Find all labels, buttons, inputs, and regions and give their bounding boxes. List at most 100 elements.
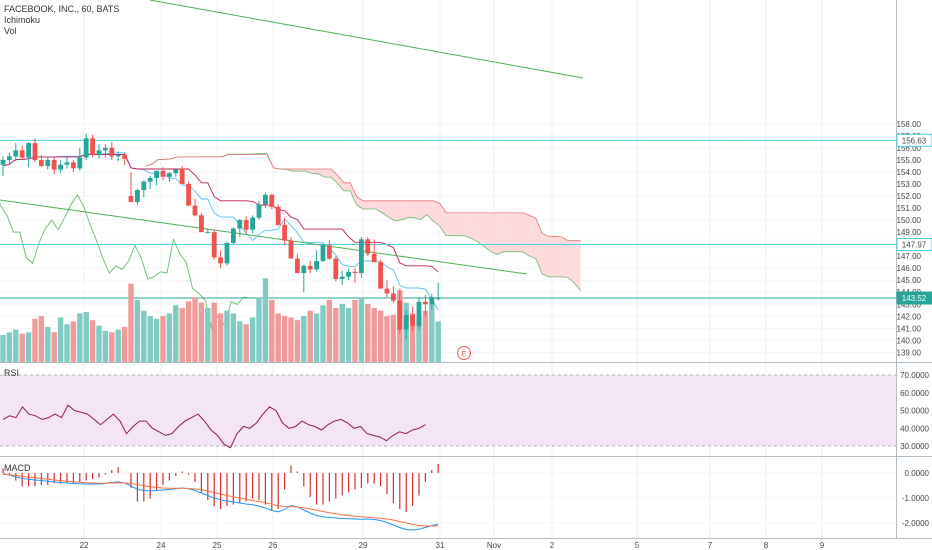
candle[interactable]: [288, 236, 294, 259]
cloud-segment: [542, 233, 549, 277]
candle[interactable]: [109, 141, 115, 160]
rsi-line[interactable]: [2, 404, 426, 449]
volume-bar: [121, 326, 128, 362]
cloud-segment: [318, 168, 325, 178]
candle[interactable]: [339, 270, 345, 286]
candle[interactable]: [39, 155, 44, 168]
candle[interactable]: [160, 167, 166, 181]
candle[interactable]: [346, 268, 351, 281]
macd-legend[interactable]: MACD: [4, 463, 31, 473]
candle[interactable]: [243, 216, 249, 234]
candle[interactable]: [263, 192, 268, 209]
price-tick-label: 143.00: [897, 300, 922, 309]
candle[interactable]: [423, 294, 428, 317]
candle[interactable]: [128, 171, 134, 203]
candle[interactable]: [51, 157, 57, 175]
candle[interactable]: [231, 227, 236, 245]
candle[interactable]: [186, 181, 191, 206]
candle[interactable]: [141, 180, 147, 198]
candle[interactable]: [192, 198, 198, 217]
candle[interactable]: [13, 143, 19, 162]
volume-bar: [205, 308, 211, 362]
candle[interactable]: [250, 215, 255, 234]
candle[interactable]: [435, 282, 441, 301]
cloud-segment: [311, 168, 319, 174]
candle[interactable]: [135, 188, 140, 205]
macd-line[interactable]: [2, 473, 439, 531]
trendline-upper[interactable]: [149, 0, 584, 79]
candle[interactable]: [403, 310, 409, 340]
candle[interactable]: [71, 159, 76, 172]
cloud-segment: [503, 212, 511, 252]
volume-legend[interactable]: Vol: [4, 26, 17, 36]
candle[interactable]: [199, 212, 204, 233]
volume-bar: [45, 326, 51, 362]
candle[interactable]: [301, 264, 307, 293]
candles[interactable]: [0, 133, 441, 340]
candle[interactable]: [77, 147, 83, 171]
candle[interactable]: [391, 286, 396, 304]
candle[interactable]: [32, 138, 38, 163]
candle[interactable]: [256, 200, 262, 221]
candle[interactable]: [429, 293, 435, 310]
candle[interactable]: [237, 218, 243, 237]
candle[interactable]: [179, 165, 185, 185]
candle[interactable]: [211, 229, 217, 260]
candle[interactable]: [275, 204, 281, 227]
earnings-marker[interactable]: E: [457, 346, 471, 360]
volume-bar: [141, 310, 147, 362]
candle-body: [32, 143, 38, 160]
candle[interactable]: [352, 268, 358, 283]
price-label: 143.52: [902, 294, 927, 303]
candle[interactable]: [378, 259, 383, 289]
candle[interactable]: [218, 250, 223, 269]
signal-line[interactable]: [2, 473, 439, 527]
volume-bar: [345, 308, 352, 362]
candle[interactable]: [90, 134, 95, 158]
candle[interactable]: [397, 288, 403, 334]
candle[interactable]: [115, 151, 121, 162]
candle[interactable]: [64, 157, 70, 169]
cloud-segment: [555, 236, 562, 277]
candle[interactable]: [416, 297, 422, 330]
candle[interactable]: [307, 260, 313, 274]
candle[interactable]: [83, 133, 89, 160]
candle[interactable]: [327, 240, 332, 260]
candle[interactable]: [359, 236, 364, 278]
candle[interactable]: [205, 228, 211, 234]
candle[interactable]: [173, 169, 179, 177]
candle[interactable]: [122, 152, 127, 165]
candle[interactable]: [154, 170, 159, 186]
candle[interactable]: [45, 156, 51, 170]
candle[interactable]: [365, 236, 371, 257]
candle[interactable]: [320, 244, 326, 263]
candle[interactable]: [26, 141, 31, 168]
candle[interactable]: [224, 241, 230, 266]
candle[interactable]: [295, 253, 300, 274]
symbol-title: FACEBOOK, INC., 60, BATS: [4, 4, 119, 14]
ichimoku-legend[interactable]: Ichimoku: [4, 15, 40, 25]
candle[interactable]: [269, 193, 275, 210]
candle[interactable]: [147, 175, 153, 189]
candle[interactable]: [314, 250, 319, 272]
candle[interactable]: [7, 152, 12, 164]
x-tick-label: 22: [80, 541, 89, 550]
candle[interactable]: [0, 156, 6, 176]
candle[interactable]: [410, 306, 415, 331]
trendline-lower[interactable]: [0, 199, 528, 275]
candle[interactable]: [167, 171, 172, 182]
rsi-pane[interactable]: [0, 374, 896, 449]
macd-pane[interactable]: [0, 464, 896, 531]
candle[interactable]: [371, 239, 377, 263]
rsi-legend[interactable]: RSI: [4, 368, 19, 378]
candle[interactable]: [384, 280, 390, 298]
candle[interactable]: [333, 256, 339, 282]
earnings-circle: [457, 346, 471, 360]
candle[interactable]: [103, 144, 108, 158]
candle[interactable]: [58, 159, 63, 174]
candle[interactable]: [282, 217, 287, 246]
candle[interactable]: [96, 144, 102, 159]
candle[interactable]: [19, 145, 25, 160]
